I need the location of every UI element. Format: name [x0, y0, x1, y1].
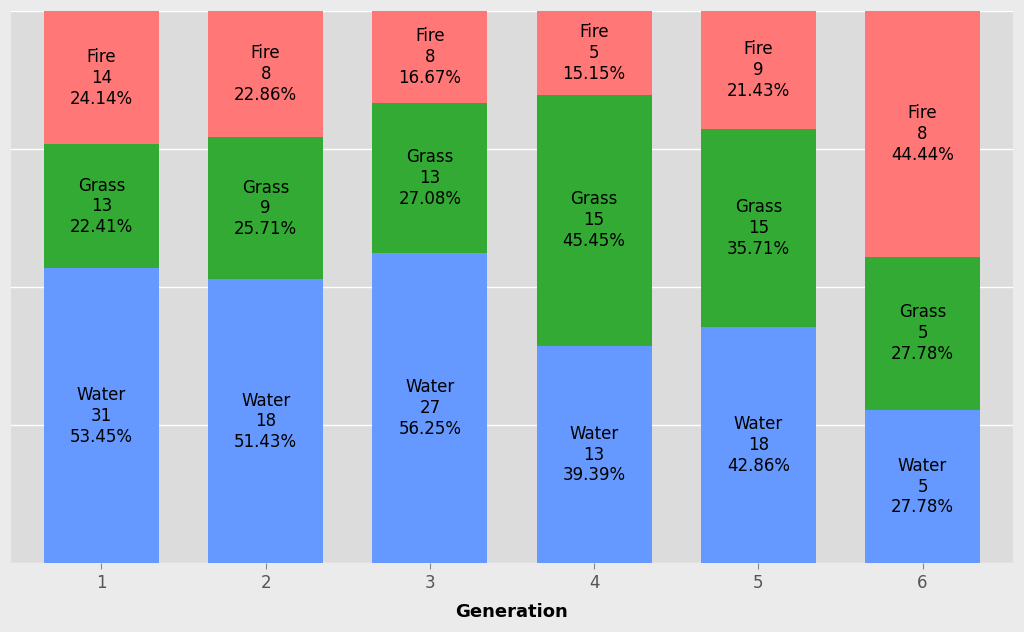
- Text: Grass
5
27.78%: Grass 5 27.78%: [891, 303, 954, 363]
- Bar: [865, 257, 980, 410]
- Text: Fire
8
44.44%: Fire 8 44.44%: [891, 104, 954, 164]
- Text: Fire
8
16.67%: Fire 8 16.67%: [398, 27, 462, 87]
- Bar: [865, 410, 980, 563]
- Bar: [44, 145, 159, 268]
- Bar: [208, 279, 324, 563]
- Text: Fire
14
24.14%: Fire 14 24.14%: [70, 48, 133, 107]
- Bar: [208, 137, 324, 279]
- Text: Grass
15
45.45%: Grass 15 45.45%: [562, 190, 626, 250]
- Bar: [700, 130, 816, 327]
- Text: Water
18
42.86%: Water 18 42.86%: [727, 415, 790, 475]
- Text: Water
13
39.39%: Water 13 39.39%: [562, 425, 626, 484]
- Bar: [700, 11, 816, 130]
- Bar: [537, 346, 651, 563]
- Text: Water
18
51.43%: Water 18 51.43%: [234, 392, 297, 451]
- Bar: [373, 11, 487, 103]
- Bar: [373, 103, 487, 253]
- X-axis label: Generation: Generation: [456, 603, 568, 621]
- Bar: [208, 11, 324, 137]
- Text: Fire
9
21.43%: Fire 9 21.43%: [727, 40, 790, 100]
- Bar: [700, 327, 816, 563]
- Text: Fire
5
15.15%: Fire 5 15.15%: [562, 23, 626, 83]
- Text: Water
27
56.25%: Water 27 56.25%: [398, 378, 462, 438]
- Bar: [44, 11, 159, 145]
- Bar: [537, 95, 651, 346]
- Bar: [44, 268, 159, 563]
- Bar: [373, 253, 487, 563]
- Text: Grass
13
27.08%: Grass 13 27.08%: [398, 148, 462, 208]
- Bar: [537, 11, 651, 95]
- Text: Grass
15
35.71%: Grass 15 35.71%: [727, 198, 790, 258]
- Text: Grass
13
22.41%: Grass 13 22.41%: [70, 176, 133, 236]
- Text: Water
5
27.78%: Water 5 27.78%: [891, 457, 954, 516]
- Text: Grass
9
25.71%: Grass 9 25.71%: [234, 179, 297, 238]
- Text: Fire
8
22.86%: Fire 8 22.86%: [234, 44, 297, 104]
- Text: Water
31
53.45%: Water 31 53.45%: [70, 386, 133, 446]
- Bar: [865, 11, 980, 257]
